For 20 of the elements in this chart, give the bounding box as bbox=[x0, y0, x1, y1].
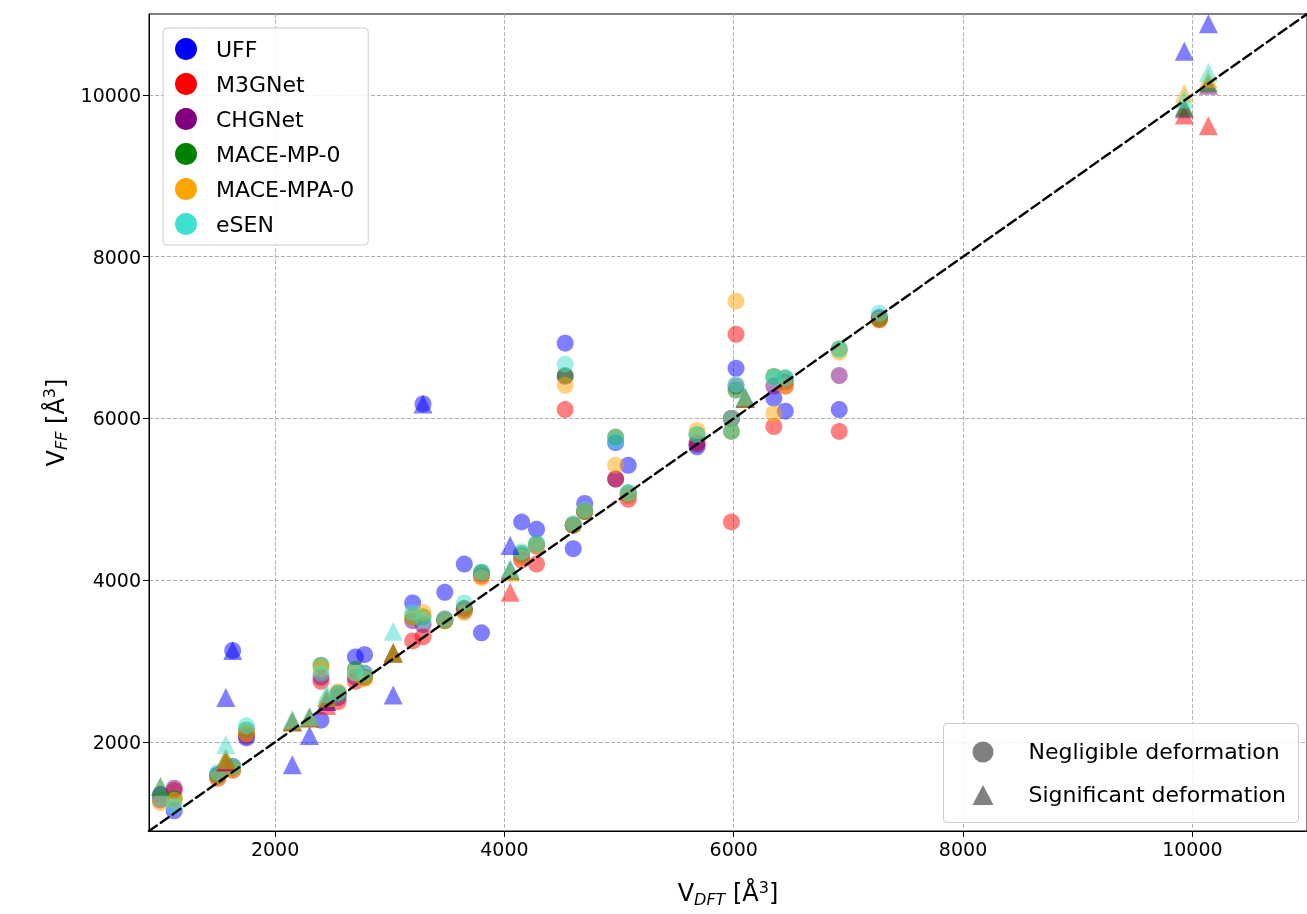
y-tick-label: 4000 bbox=[92, 569, 141, 592]
x-tick-label: 6000 bbox=[709, 837, 758, 860]
y-tick-label: 10000 bbox=[80, 83, 141, 106]
legend-label: MACE-MPA-0 bbox=[216, 176, 355, 202]
annotation: Negligible deformation bbox=[1028, 739, 1280, 764]
legend-label: CHGNet bbox=[216, 106, 304, 132]
x-tick-label: 2000 bbox=[250, 837, 300, 860]
legend-label: M3GNet bbox=[216, 71, 306, 97]
legend-box: Negligible deformation Significant deformation bbox=[943, 723, 1299, 823]
x-tick-label: 8000 bbox=[938, 837, 988, 860]
legend-label: eSEN bbox=[216, 211, 274, 237]
annotation: Significant deformation bbox=[1028, 782, 1286, 807]
y-tick-label: 6000 bbox=[92, 407, 141, 430]
legend-label: MACE-MP-0 bbox=[216, 141, 341, 167]
legend-label: UFF bbox=[216, 36, 258, 62]
x-tick-label: 10000 bbox=[1162, 837, 1223, 860]
y-tick-label: 2000 bbox=[92, 731, 141, 754]
y-tick-label: 8000 bbox=[92, 245, 141, 268]
x-tick-label: 4000 bbox=[480, 837, 529, 860]
y-axis-title: VFF [Å3] bbox=[40, 378, 72, 467]
